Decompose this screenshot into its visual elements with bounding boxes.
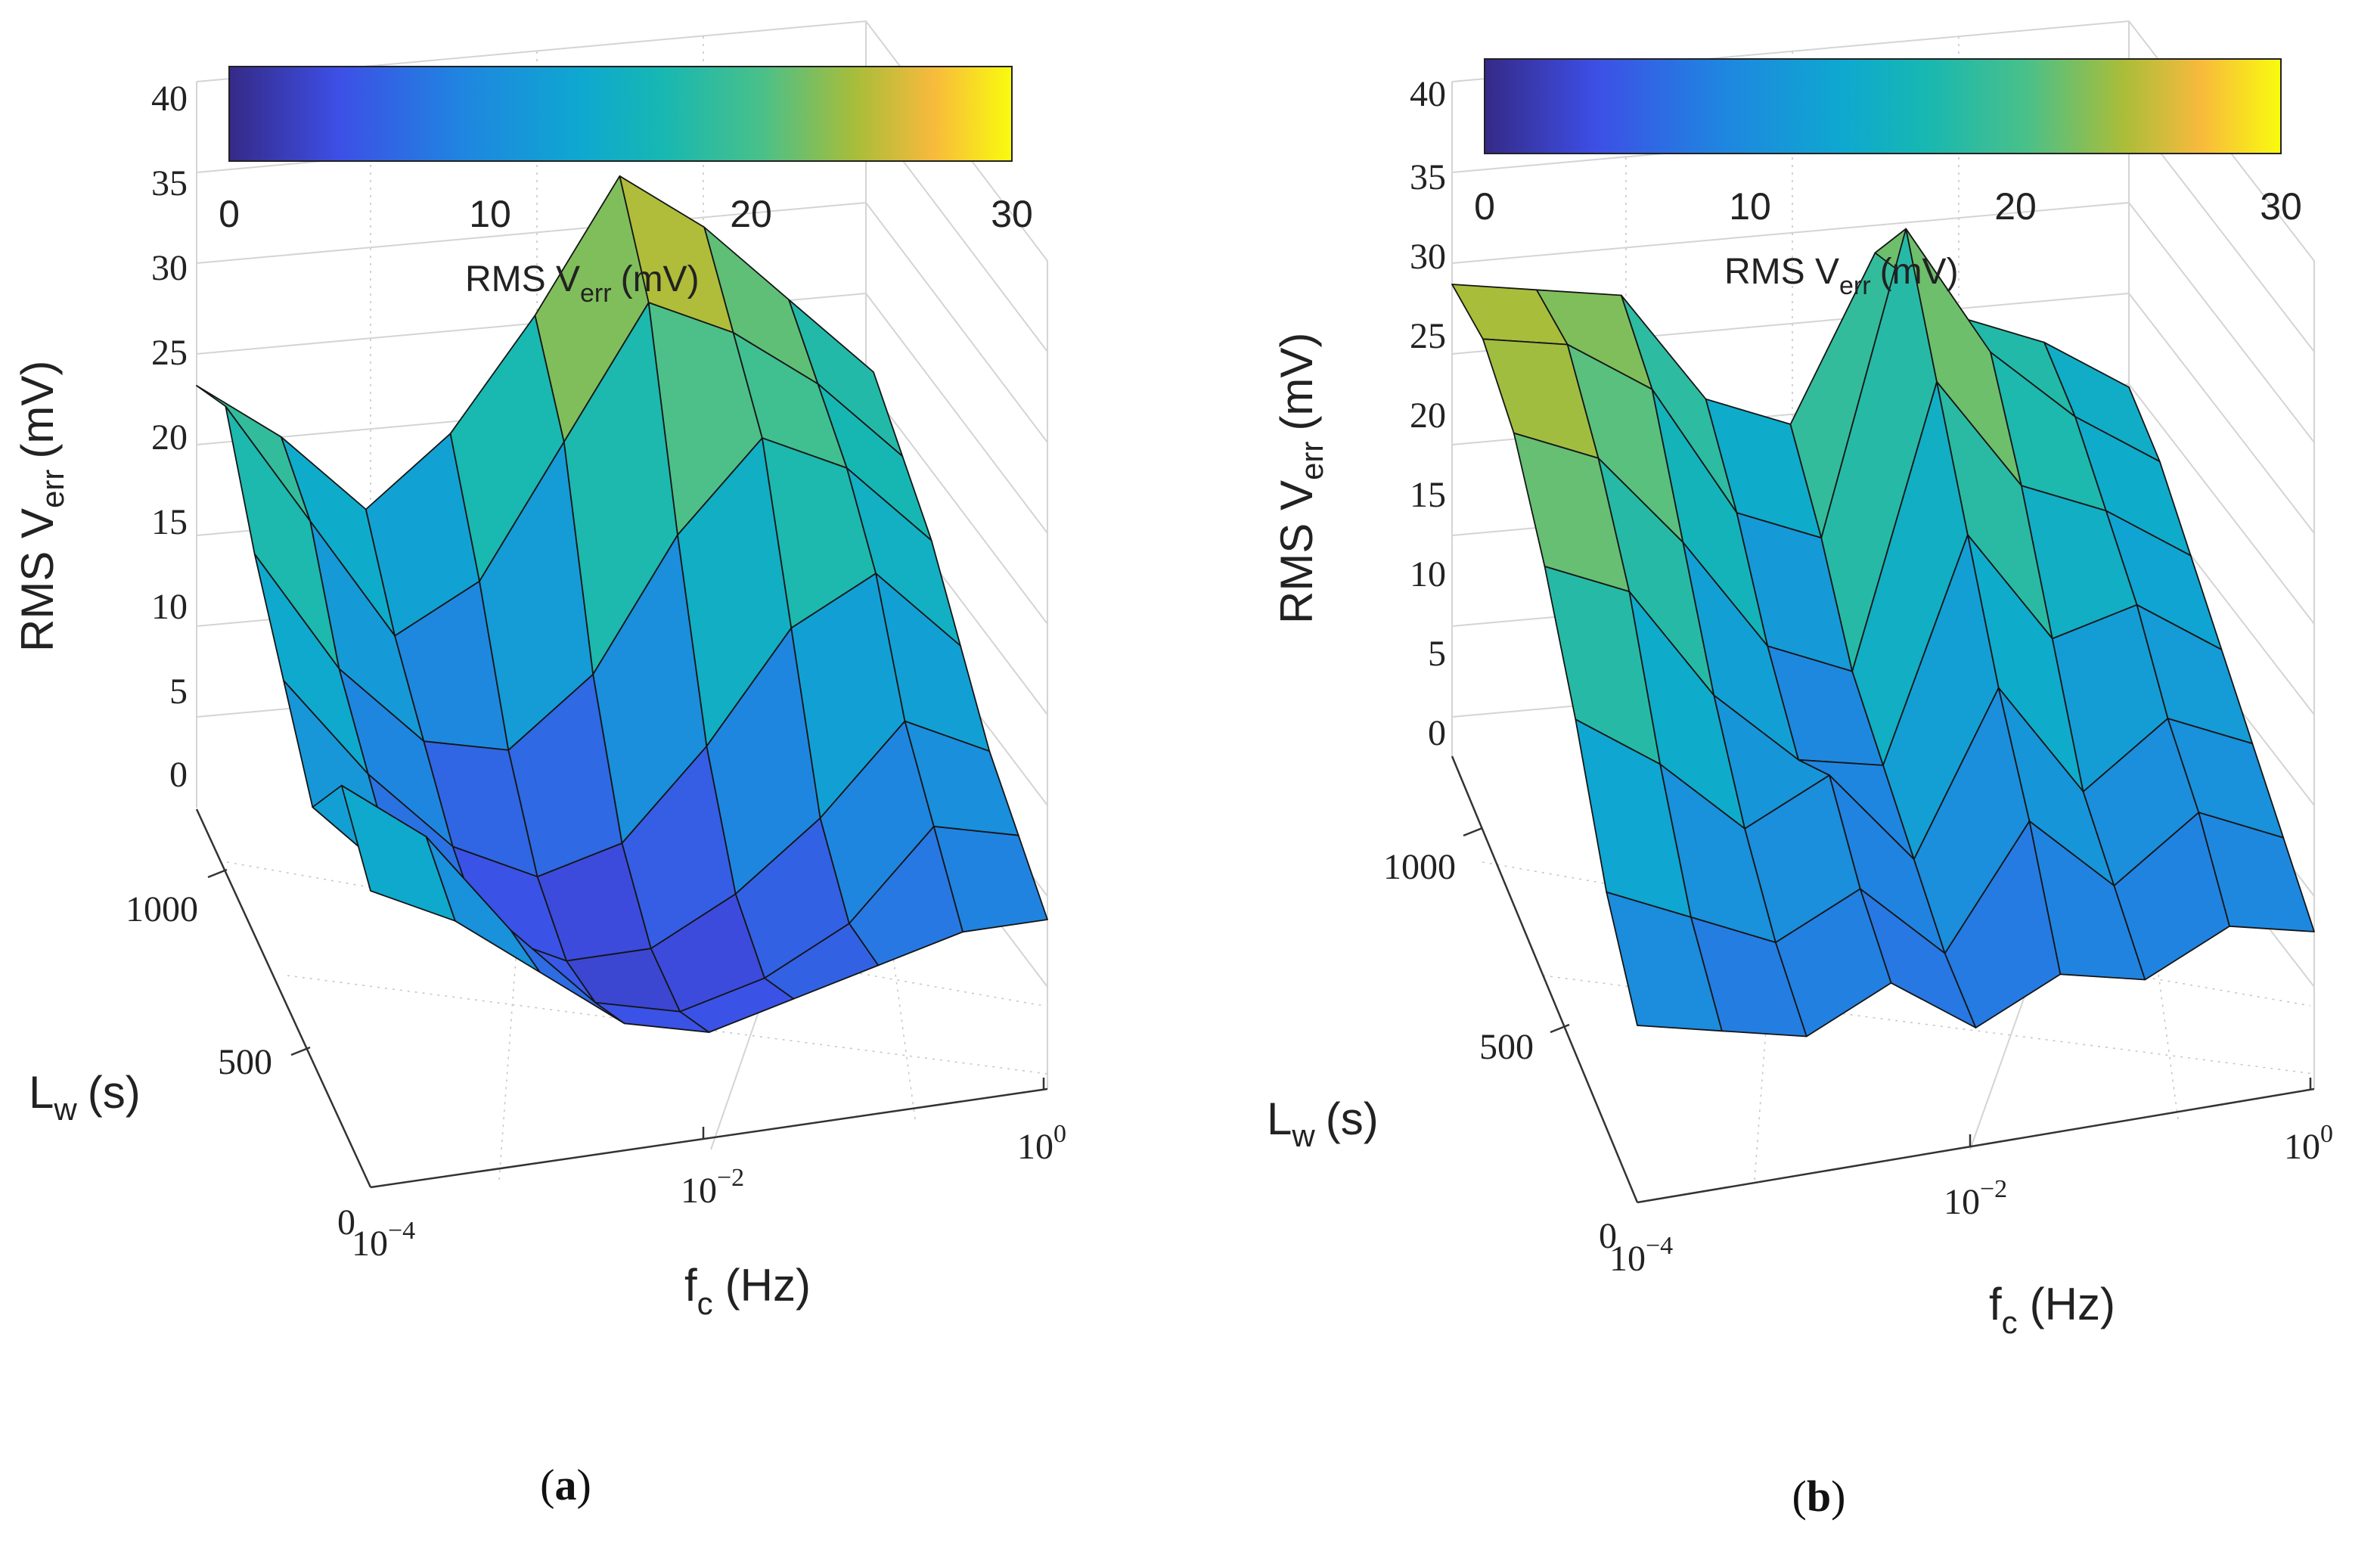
x-tick: 10−4 (1609, 1232, 1673, 1279)
panel-label-b: (b) (1792, 1472, 1846, 1521)
panel-b-colorbar: 0 10 20 30 RMS Verr (mV) (1474, 58, 2302, 300)
z-tick: 15 (151, 502, 188, 542)
z-tick: 25 (1410, 316, 1446, 356)
y-tick: 0 (1599, 1216, 1617, 1256)
colorbar-tick: 0 (1474, 185, 1495, 228)
panel-b-x-ticks: 10−4 10−2 100 (1609, 1120, 2333, 1279)
y-tick: 0 (337, 1202, 355, 1242)
panel-a-axes (195, 808, 1048, 1189)
z-tick: 25 (151, 333, 188, 373)
z-tick: 40 (151, 79, 188, 119)
z-axis-label: RMS Verr(mV) (12, 361, 70, 652)
x-axis-label: fc (Hz) (1989, 1279, 2115, 1340)
x-tick: 100 (1017, 1120, 1066, 1167)
x-tick: 10−2 (681, 1164, 744, 1211)
colorbar-label: RMS Verr (mV) (1724, 252, 1959, 300)
colorbar-tick: 0 (219, 193, 240, 235)
colorbar-tick: 10 (1729, 185, 1771, 228)
z-tick: 0 (1428, 713, 1446, 753)
y-tick: 500 (1479, 1027, 1534, 1067)
y-tick: 1000 (1383, 847, 1456, 887)
x-axis-label: fc (Hz) (684, 1260, 811, 1321)
z-tick: 40 (1410, 74, 1446, 114)
colorbar-tick: 20 (730, 193, 772, 235)
panel-a-y-ticks: 0 500 1000 (126, 889, 355, 1242)
panel-a: 0 5 10 15 20 25 30 35 40 0 500 1000 10−4… (12, 20, 1066, 1509)
colorbar-tick: 30 (991, 193, 1033, 235)
z-axis-label: RMS Verr(mV) (1271, 333, 1330, 624)
panel-a-surface (196, 175, 1048, 1033)
colorbar-label: RMS Verr (mV) (465, 259, 700, 308)
z-tick: 20 (151, 417, 188, 458)
colorbar-tick: 30 (2260, 185, 2302, 228)
panel-b-z-ticks: 0 5 10 15 20 25 30 35 40 (1410, 74, 1446, 753)
z-tick: 5 (1428, 634, 1446, 674)
panel-label-a: (a) (540, 1460, 591, 1509)
panel-a-x-ticks: 10−4 10−2 100 (352, 1120, 1066, 1264)
colorbar (228, 66, 1013, 162)
z-tick: 35 (151, 163, 188, 203)
y-axis-label: Lw (s) (1267, 1094, 1379, 1153)
y-tick: 1000 (126, 889, 198, 929)
panel-b-surface (1451, 228, 2315, 1038)
z-tick: 35 (1410, 157, 1446, 197)
z-tick: 10 (151, 587, 188, 627)
panel-b: 0 5 10 15 20 25 30 35 40 0 500 1000 10−4… (1267, 20, 2333, 1521)
x-tick: 100 (2284, 1120, 2333, 1167)
colorbar-tick: 10 (469, 193, 511, 235)
z-tick: 10 (1410, 554, 1446, 594)
colorbar (1484, 58, 2282, 154)
z-tick: 30 (151, 248, 188, 288)
z-tick: 15 (1410, 475, 1446, 515)
surface-patch (2198, 811, 2315, 932)
panel-b-axes (1451, 755, 2315, 1204)
panel-a-z-ticks: 0 5 10 15 20 25 30 35 40 (151, 79, 188, 795)
colorbar-tick: 20 (1994, 185, 2037, 228)
z-tick: 30 (1410, 237, 1446, 277)
x-tick: 10−4 (352, 1217, 415, 1264)
panel-a-colorbar: 0 10 20 30 RMS Verr (mV) (219, 66, 1033, 308)
z-tick: 5 (169, 672, 188, 712)
surface-patch (932, 826, 1048, 933)
panel-b-y-ticks: 0 500 1000 (1383, 847, 1617, 1256)
y-axis-label: Lw (s) (29, 1067, 141, 1127)
y-tick: 500 (218, 1042, 272, 1082)
z-tick: 0 (169, 755, 188, 795)
z-tick: 20 (1410, 396, 1446, 436)
x-tick: 10−2 (1944, 1175, 2007, 1222)
